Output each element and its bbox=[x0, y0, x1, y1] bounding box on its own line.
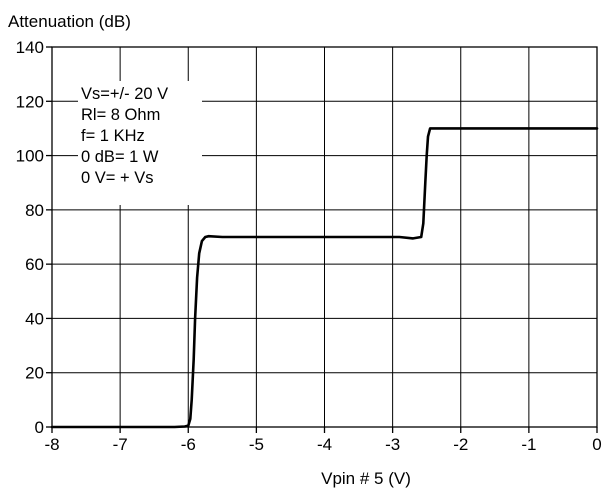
y-tick-label: 60 bbox=[25, 255, 44, 274]
x-tick-label: -6 bbox=[181, 435, 196, 454]
x-tick-label: -7 bbox=[113, 435, 128, 454]
ticks bbox=[46, 46, 598, 433]
y-tick-label: 100 bbox=[16, 147, 44, 166]
x-tick-label: -4 bbox=[317, 435, 332, 454]
attenuation-curve bbox=[50, 127, 599, 429]
y-tick-label: 20 bbox=[25, 364, 44, 383]
y-tick-label: 40 bbox=[25, 309, 44, 328]
x-tick-label: -8 bbox=[44, 435, 59, 454]
y-axis-title: Attenuation (dB) bbox=[8, 12, 131, 31]
tick-labels: -8 -7 -6 -5 -4 -3 -2 -1 0 0 20 40 60 80 100 120 140 bbox=[16, 38, 602, 454]
y-tick-label: 0 bbox=[35, 418, 44, 437]
x-tick-label: -1 bbox=[521, 435, 536, 454]
annotation-line: Vs=+/- 20 V bbox=[81, 85, 168, 103]
y-tick-label: 80 bbox=[25, 201, 44, 220]
annotation-line: 0 V= + Vs bbox=[81, 169, 153, 187]
annotation-line: f= 1 KHz bbox=[81, 127, 145, 145]
conditions-annotation: Vs=+/- 20 V Rl= 8 Ohm f= 1 KHz 0 dB= 1 W 0 V… bbox=[81, 85, 168, 187]
x-tick-label: -3 bbox=[385, 435, 400, 454]
y-tick-label: 140 bbox=[16, 38, 44, 57]
x-tick-label: -5 bbox=[249, 435, 264, 454]
x-tick-label: 0 bbox=[592, 435, 601, 454]
x-tick-label: -2 bbox=[453, 435, 468, 454]
x-axis-title: Vpin # 5 (V) bbox=[321, 469, 411, 488]
annotation-box bbox=[78, 81, 202, 205]
y-tick-label: 120 bbox=[16, 92, 44, 111]
annotation-line: Rl= 8 Ohm bbox=[81, 106, 160, 124]
annotation-line: 0 dB= 1 W bbox=[81, 148, 159, 166]
